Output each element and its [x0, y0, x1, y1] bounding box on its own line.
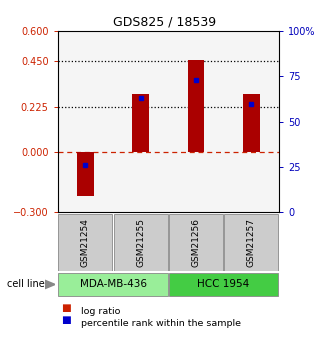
Bar — [132, 95, 149, 152]
Bar — [243, 95, 259, 152]
Bar — [188, 60, 204, 152]
Bar — [58, 214, 113, 271]
Polygon shape — [45, 280, 55, 289]
Text: GDS825 / 18539: GDS825 / 18539 — [114, 16, 216, 29]
Text: cell line: cell line — [7, 279, 44, 289]
Text: GSM21254: GSM21254 — [81, 218, 90, 267]
Text: percentile rank within the sample: percentile rank within the sample — [81, 319, 241, 328]
Bar — [58, 273, 168, 296]
Bar — [77, 152, 94, 196]
Bar — [114, 214, 168, 271]
Bar — [169, 273, 278, 296]
Text: HCC 1954: HCC 1954 — [197, 279, 250, 289]
Bar — [224, 214, 278, 271]
Text: ■: ■ — [61, 303, 71, 313]
Bar — [169, 214, 223, 271]
Text: log ratio: log ratio — [81, 307, 120, 316]
Text: GSM21255: GSM21255 — [136, 218, 145, 267]
Text: MDA-MB-436: MDA-MB-436 — [80, 279, 147, 289]
Text: GSM21256: GSM21256 — [191, 218, 200, 267]
Text: ■: ■ — [61, 315, 71, 325]
Text: GSM21257: GSM21257 — [247, 218, 256, 267]
